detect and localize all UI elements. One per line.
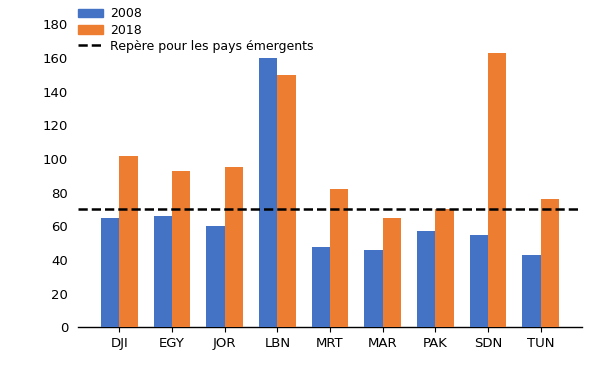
Bar bbox=[522, 255, 541, 327]
Bar bbox=[154, 216, 172, 327]
Bar bbox=[541, 199, 559, 327]
Bar bbox=[364, 250, 383, 327]
Bar bbox=[172, 171, 190, 327]
Bar bbox=[383, 218, 401, 327]
Bar bbox=[206, 226, 224, 327]
Bar bbox=[119, 155, 138, 327]
Bar bbox=[488, 53, 506, 327]
Bar bbox=[330, 189, 349, 327]
Bar bbox=[259, 58, 277, 327]
Bar bbox=[311, 247, 330, 327]
Bar bbox=[436, 209, 454, 327]
Legend: 2008, 2018, Repère pour les pays émergents: 2008, 2018, Repère pour les pays émergen… bbox=[78, 7, 314, 53]
Bar bbox=[224, 167, 243, 327]
Bar bbox=[417, 231, 436, 327]
Bar bbox=[277, 75, 296, 327]
Bar bbox=[101, 218, 119, 327]
Bar bbox=[470, 235, 488, 327]
